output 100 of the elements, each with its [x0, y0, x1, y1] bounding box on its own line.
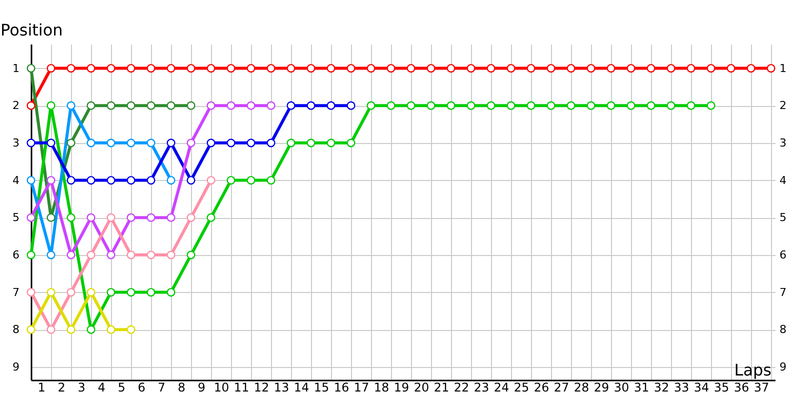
point: [46, 325, 56, 334]
x-tick-label: 36: [734, 380, 750, 394]
point: [66, 176, 76, 185]
x-tick-label: 9: [198, 380, 206, 394]
x-tick-label: 30: [614, 380, 630, 394]
point: [746, 64, 756, 73]
point: [546, 101, 556, 110]
point: [166, 176, 176, 185]
point: [146, 138, 156, 148]
y2-tick-label: 3: [780, 136, 786, 150]
point: [566, 101, 576, 110]
point: [246, 101, 256, 110]
point: [26, 138, 36, 148]
point: [206, 138, 216, 148]
point: [186, 176, 196, 185]
point: [86, 176, 96, 185]
point: [346, 64, 356, 73]
point: [286, 101, 296, 110]
x-tick-label: 4: [98, 380, 106, 394]
point: [666, 101, 676, 110]
point: [546, 64, 556, 73]
point: [26, 288, 36, 297]
point: [106, 250, 116, 260]
point: [66, 101, 76, 110]
x-tick-label: 21: [434, 380, 450, 394]
x-tick-label: 6: [138, 380, 146, 394]
x-tick-label: 31: [634, 380, 650, 394]
point: [406, 64, 416, 73]
y2-tick-label: 5: [780, 211, 786, 224]
point: [426, 64, 436, 73]
point: [226, 176, 236, 185]
x-tick-label: 2: [58, 380, 66, 394]
point: [506, 64, 516, 73]
point: [66, 64, 76, 73]
point: [86, 138, 96, 148]
point: [286, 138, 296, 148]
point: [186, 101, 196, 110]
point: [146, 213, 156, 222]
point: [166, 101, 176, 110]
point: [166, 138, 176, 148]
y2-tick-label: 4: [780, 174, 786, 187]
point: [46, 250, 56, 260]
x-tick-label: 32: [654, 380, 670, 394]
x-tick-label: 1: [38, 380, 46, 394]
point: [86, 250, 96, 260]
point: [126, 176, 136, 185]
x-tick-label: 37: [754, 380, 770, 394]
point: [386, 64, 396, 73]
point: [26, 64, 36, 73]
point: [206, 213, 216, 222]
point: [106, 101, 116, 110]
point: [326, 138, 336, 148]
point: [46, 138, 56, 148]
point: [346, 138, 356, 148]
point: [226, 101, 236, 110]
x-tick-label: 13: [274, 380, 290, 394]
point: [626, 64, 636, 73]
point: [366, 101, 376, 110]
point: [186, 138, 196, 148]
point: [686, 101, 696, 110]
x-tick-label: 11: [234, 380, 250, 394]
point: [206, 176, 216, 185]
x-tick-label: 24: [494, 380, 510, 394]
point: [166, 288, 176, 297]
point: [626, 101, 636, 110]
point: [646, 101, 656, 110]
y-tick-label: 5: [12, 211, 20, 224]
point: [246, 176, 256, 185]
point: [86, 325, 96, 334]
point: [526, 101, 536, 110]
x-tick-label: 26: [534, 380, 550, 394]
point: [346, 101, 356, 110]
point: [146, 250, 156, 260]
point: [66, 213, 76, 222]
point: [146, 64, 156, 73]
point: [446, 64, 456, 73]
point: [166, 64, 176, 73]
x-tick-label: 23: [474, 380, 490, 394]
point: [226, 138, 236, 148]
y-tick-label: 6: [12, 248, 20, 262]
point: [106, 138, 116, 148]
point: [126, 288, 136, 297]
point: [126, 64, 136, 73]
y-tick-label: 9: [12, 360, 20, 374]
point: [666, 64, 676, 73]
point: [26, 101, 36, 110]
x-tick-label: 19: [394, 380, 410, 394]
point: [366, 64, 376, 73]
point: [326, 64, 336, 73]
point: [146, 176, 156, 185]
point: [106, 325, 116, 334]
point: [126, 325, 136, 334]
point: [146, 288, 156, 297]
point: [386, 101, 396, 110]
point: [766, 64, 776, 73]
x-tick-label: 3: [78, 380, 86, 394]
point: [506, 101, 516, 110]
point: [106, 176, 116, 185]
point: [66, 138, 76, 148]
point: [66, 325, 76, 334]
